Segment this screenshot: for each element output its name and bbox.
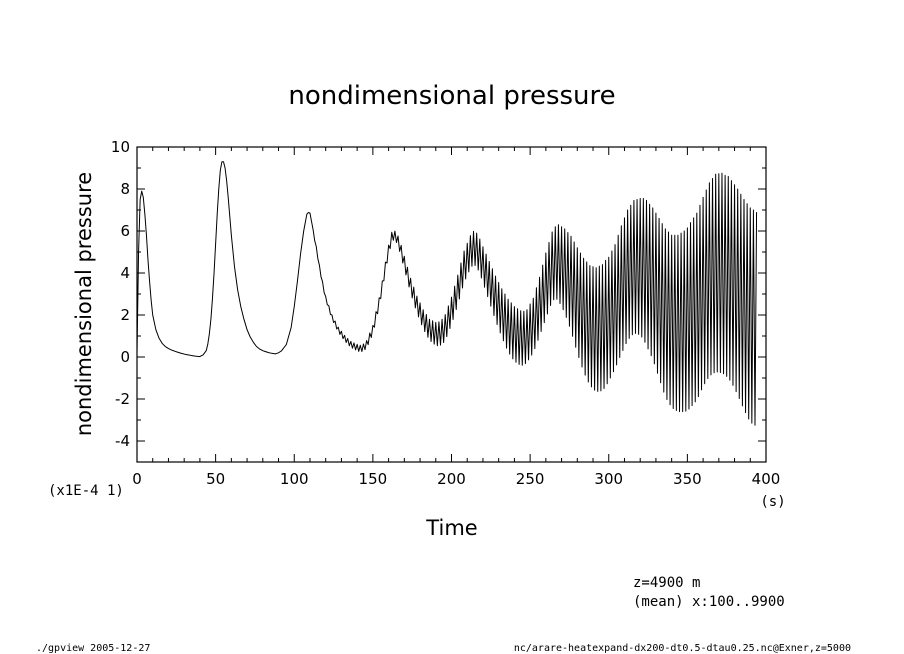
x-tick-label: 100 [280,470,309,488]
x-tick-label: 200 [437,470,466,488]
y-tick-label: 8 [120,180,130,198]
x-axis-label: Time [425,516,477,540]
y-tick-label: -2 [115,390,130,408]
y-tick-label: -4 [115,432,130,450]
x-tick-label: 0 [132,470,142,488]
y-tick-label: 4 [120,264,130,282]
x-tick-label: 50 [206,470,225,488]
y-axis-label: nondimensional pressure [72,172,96,436]
y-tick-label: 6 [120,222,130,240]
series-line [136,161,758,426]
y-tick-label: 0 [120,348,130,366]
x-tick-label: 300 [594,470,623,488]
z-level-annotation: z=4900 m [633,575,700,591]
x-tick-label: 250 [516,470,545,488]
x-tick-label: 150 [359,470,388,488]
chart-title: nondimensional pressure [288,81,615,111]
mean-range-annotation: (mean) x:100..9900 [633,594,785,610]
y-tick-label: 10 [111,138,130,156]
footer-left: ./gpview 2005-12-27 [36,643,150,654]
y-tick-label: 2 [120,306,130,324]
x-axis-unit: (s) [760,494,785,510]
footer-right: nc/arare-heatexpand-dx200-dt0.5-dtau0.25… [514,643,851,654]
series-trace-group [136,161,758,426]
y-scale-note: (x1E-4 1) [48,483,124,499]
x-tick-label: 350 [673,470,702,488]
x-tick-label: 400 [752,470,781,488]
y-axis: -4 -2 0 2 4 6 8 10 [111,138,766,463]
x-axis: 0 50 100 150 200 250 300 350 400 [132,147,780,488]
